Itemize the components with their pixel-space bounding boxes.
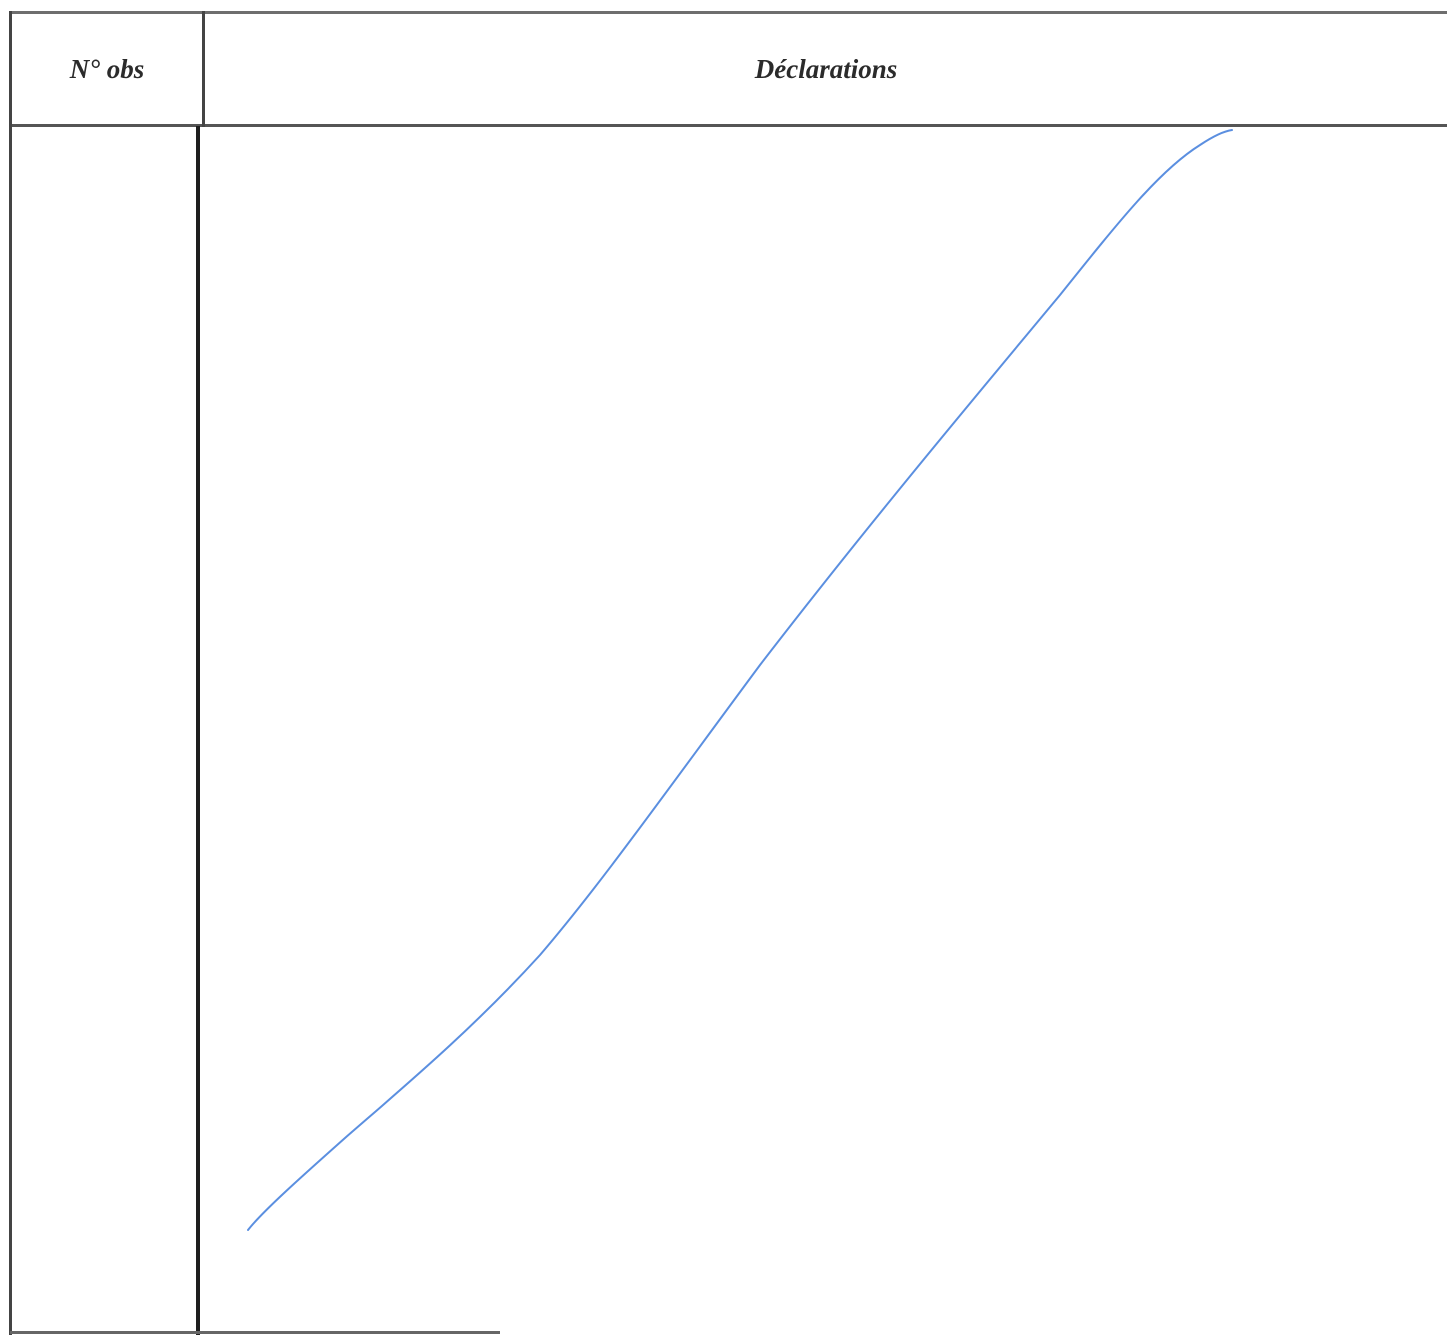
table-top-border — [10, 11, 1447, 14]
table-header-separator — [10, 124, 1447, 127]
table-bottom-border — [10, 1331, 500, 1334]
table-left-border — [9, 11, 12, 1335]
header-number-column: N° obs — [12, 14, 202, 124]
declaration-cell — [200, 127, 1447, 1332]
header-number-label: N° obs — [69, 53, 145, 84]
body-column-separator — [196, 126, 200, 1335]
header-declarations-column: Déclarations — [205, 14, 1447, 124]
header-column-separator — [202, 11, 205, 127]
observation-number-cell — [12, 127, 196, 1332]
header-declarations-label: Déclarations — [754, 53, 898, 84]
